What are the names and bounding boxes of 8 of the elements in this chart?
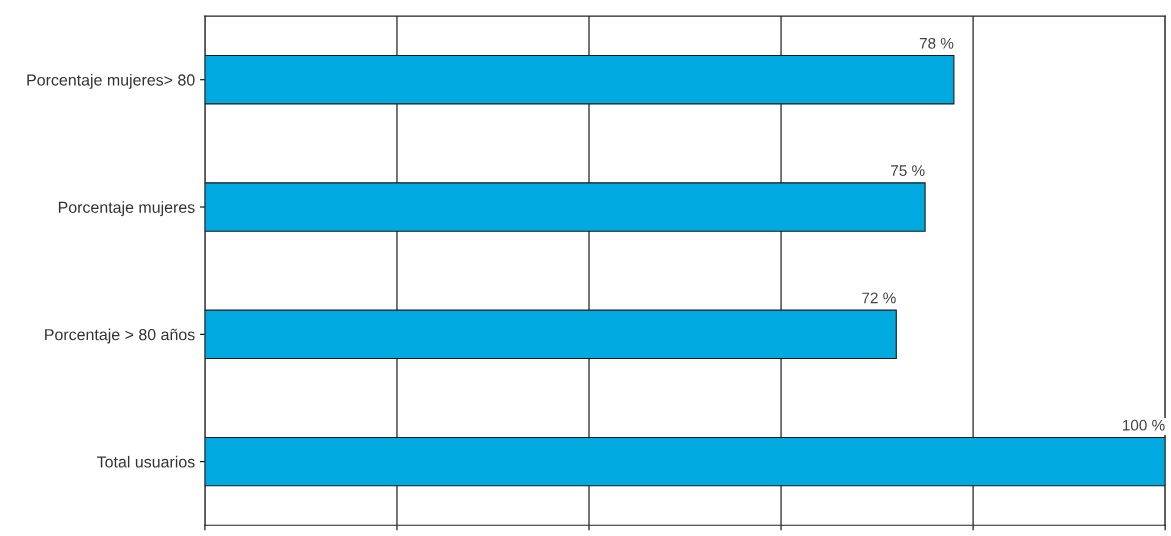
data-label: 78 % (919, 37, 954, 49)
y-tick-label: Total usuarios (97, 455, 195, 468)
y-tick-label: Porcentaje > 80 años (45, 328, 195, 344)
y-tick-label: Porcentaje mujeres> 80 (27, 73, 195, 89)
data-label: 100 % (1122, 419, 1165, 431)
data-label: 72 % (862, 292, 896, 304)
y-tick-label: Porcentaje mujeres (58, 201, 195, 217)
data-label: 75 % (891, 165, 925, 176)
